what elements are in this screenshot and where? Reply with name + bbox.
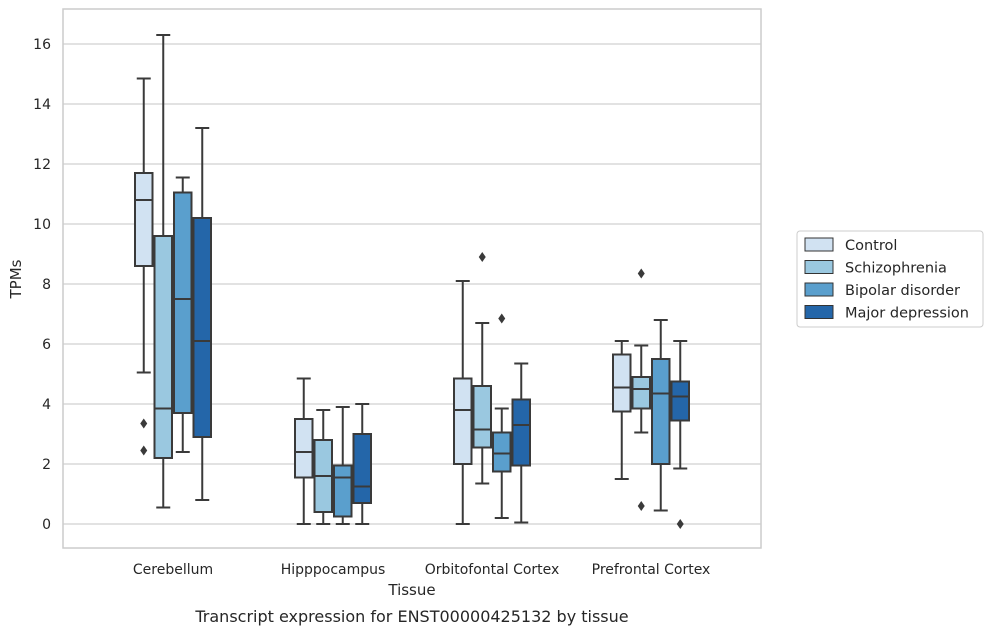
outlier-point bbox=[498, 313, 506, 324]
box-control bbox=[612, 340, 632, 480]
y-tick-label: 12 bbox=[33, 157, 51, 173]
legend-swatch bbox=[804, 260, 834, 274]
box-group-orbitofontal-cortex bbox=[453, 252, 531, 525]
box-iqr bbox=[453, 377, 473, 465]
y-tick-label: 6 bbox=[42, 337, 51, 353]
chart-caption: Transcript expression for ENST0000042513… bbox=[194, 607, 628, 626]
legend-label: Bipolar disorder bbox=[845, 283, 960, 299]
box-iqr bbox=[192, 217, 212, 438]
x-tick-label: Cerebellum bbox=[133, 562, 213, 578]
legend-swatch bbox=[804, 305, 834, 319]
plot-frame bbox=[62, 8, 762, 549]
outlier-point bbox=[637, 501, 645, 511]
box-iqr bbox=[294, 418, 314, 479]
box-schizophrenia bbox=[313, 409, 333, 525]
y-tick-label: 2 bbox=[42, 457, 51, 473]
box-iqr bbox=[352, 433, 372, 504]
box-iqr bbox=[651, 358, 671, 465]
box-groups bbox=[134, 34, 690, 529]
legend: Control Schizophrenia Bipolar disorder Majo… bbox=[796, 230, 984, 328]
box-iqr bbox=[153, 235, 173, 459]
box-iqr bbox=[511, 398, 531, 467]
legend-label: Control bbox=[845, 238, 897, 254]
box-schizophrenia bbox=[631, 268, 651, 511]
box-major-depression bbox=[352, 403, 372, 525]
box-bipolar-disorder bbox=[492, 313, 512, 519]
outlier-point bbox=[676, 519, 684, 529]
box-bipolar-disorder bbox=[651, 319, 671, 512]
outlier-point bbox=[478, 252, 486, 262]
box-major-depression bbox=[670, 340, 690, 529]
legend-swatch bbox=[804, 282, 834, 297]
y-tick-label: 4 bbox=[42, 397, 51, 413]
box-bipolar-disorder bbox=[173, 176, 193, 453]
box-bipolar-disorder bbox=[333, 406, 353, 525]
legend-label: Major depression bbox=[845, 306, 969, 322]
box-iqr bbox=[173, 191, 193, 414]
box-iqr bbox=[472, 385, 492, 449]
outlier-point bbox=[140, 418, 148, 429]
box-iqr bbox=[612, 353, 632, 413]
box-iqr bbox=[492, 431, 512, 473]
box-control bbox=[134, 77, 154, 456]
box-schizophrenia bbox=[153, 34, 173, 509]
box-group-cerebellum bbox=[134, 34, 212, 509]
outlier-point bbox=[637, 268, 645, 279]
box-iqr bbox=[670, 380, 690, 422]
legend-frame bbox=[796, 230, 984, 328]
box-group-prefrontal-cortex bbox=[612, 268, 690, 529]
y-tick-label: 8 bbox=[42, 277, 51, 293]
y-tick-label: 0 bbox=[42, 517, 51, 533]
legend-label: Schizophrenia bbox=[845, 261, 947, 277]
box-group-hipppocampus bbox=[294, 377, 372, 525]
box-major-depression bbox=[192, 127, 212, 501]
x-tick-label: Prefrontal Cortex bbox=[592, 562, 711, 578]
x-tick-label: Orbitofontal Cortex bbox=[425, 562, 560, 578]
x-axis-title: Tissue bbox=[387, 581, 435, 599]
box-control bbox=[294, 377, 314, 525]
y-tick-label: 14 bbox=[33, 97, 51, 113]
box-major-depression bbox=[511, 362, 531, 524]
y-tick-labels: 0 2 4 6 8 10 12 14 16 bbox=[33, 37, 51, 533]
outlier-point bbox=[140, 445, 148, 456]
x-tick-labels: Cerebellum Hipppocampus Orbitofontal Corte… bbox=[133, 562, 710, 578]
legend-swatch bbox=[804, 237, 834, 252]
box-schizophrenia bbox=[472, 252, 492, 485]
y-tick-label: 16 bbox=[33, 37, 51, 53]
x-tick-label: Hipppocampus bbox=[281, 562, 386, 578]
box-iqr bbox=[631, 376, 651, 410]
box-iqr bbox=[134, 172, 154, 267]
y-axis-title: TPMs bbox=[7, 259, 25, 299]
y-tick-label: 10 bbox=[33, 217, 51, 233]
box-control bbox=[453, 280, 473, 525]
box-iqr bbox=[333, 464, 353, 518]
